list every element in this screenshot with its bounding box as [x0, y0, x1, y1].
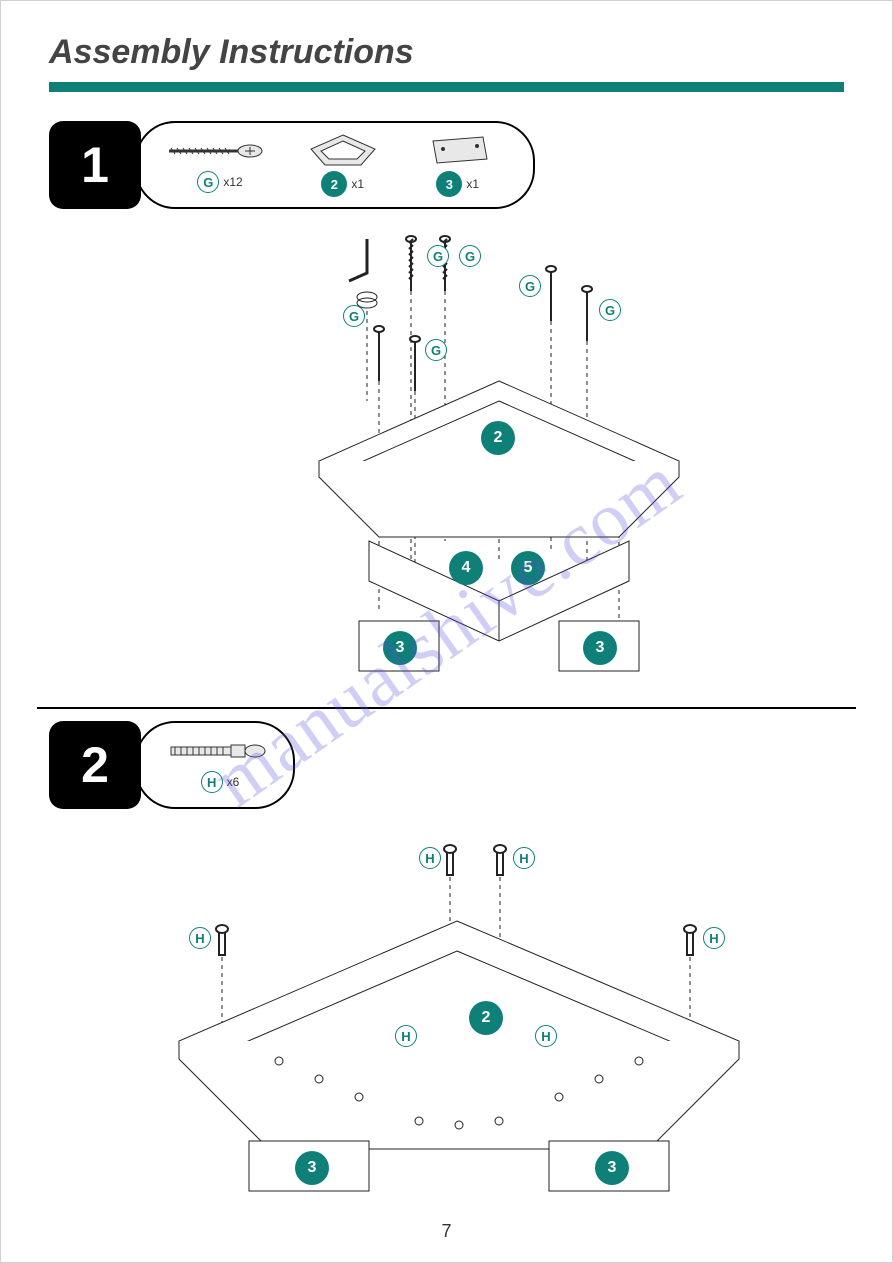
step-number: 2	[81, 736, 109, 794]
callout-circle: G	[519, 275, 541, 297]
step-number-badge: 2	[49, 721, 141, 809]
callout-circle: 2	[469, 1001, 503, 1035]
hardware-slot-bolt: H x6	[157, 729, 283, 801]
step-2-diagram: H H H H H H 2 3 3	[119, 831, 819, 1211]
hardware-id-circle: H	[201, 771, 223, 793]
callout-circle: H	[189, 927, 211, 949]
step-1-region: G x12 2 x1 3	[49, 121, 844, 701]
callout-circle: 3	[595, 1151, 629, 1185]
callout-circle: H	[419, 847, 441, 869]
page-number: 7	[1, 1221, 892, 1242]
page-title: Assembly Instructions	[49, 33, 844, 72]
step-divider	[37, 707, 856, 709]
step-number: 1	[81, 136, 109, 194]
callout-circle: G	[427, 245, 449, 267]
callout-circle: H	[395, 1025, 417, 1047]
panel-icon	[423, 131, 493, 171]
callout-circle: 4	[449, 551, 483, 585]
screw-icon	[165, 131, 275, 171]
callout-circle: H	[535, 1025, 557, 1047]
step-1-diagram: G G G G G G 2 4 5 3 3	[249, 221, 749, 691]
callout-circle: G	[599, 299, 621, 321]
hardware-id-circle: G	[197, 171, 219, 193]
step-number-badge: 1	[49, 121, 141, 209]
callout-circle: 3	[295, 1151, 329, 1185]
hardware-slot-screw: G x12	[157, 129, 283, 201]
callout-circle: 3	[583, 631, 617, 665]
hardware-qty: x12	[223, 175, 242, 189]
hardware-qty: x6	[227, 775, 240, 789]
hardware-slot-frame: 2 x1	[283, 129, 403, 201]
callout-circle: 5	[511, 551, 545, 585]
assembly-diagram-icon	[249, 221, 749, 691]
bolt-icon	[165, 731, 275, 771]
hardware-id-circle: 3	[436, 171, 462, 197]
frame-icon	[303, 131, 383, 171]
hardware-qty: x1	[466, 177, 479, 191]
callout-circle: H	[513, 847, 535, 869]
step-2-region: H x6 2	[49, 721, 844, 1211]
callout-circle: 3	[383, 631, 417, 665]
callout-circle: G	[459, 245, 481, 267]
hardware-slot-panel: 3 x1	[403, 129, 513, 201]
page-header: Assembly Instructions	[49, 33, 844, 92]
callout-circle: H	[703, 927, 725, 949]
hardware-capsule-1: G x12 2 x1 3	[135, 121, 535, 209]
callout-circle: G	[343, 305, 365, 327]
header-rule	[49, 82, 844, 92]
callout-circle: G	[425, 339, 447, 361]
hardware-capsule-2: H x6	[135, 721, 295, 809]
hardware-qty: x1	[351, 177, 364, 191]
hardware-id-circle: 2	[321, 171, 347, 197]
callout-circle: 2	[481, 421, 515, 455]
